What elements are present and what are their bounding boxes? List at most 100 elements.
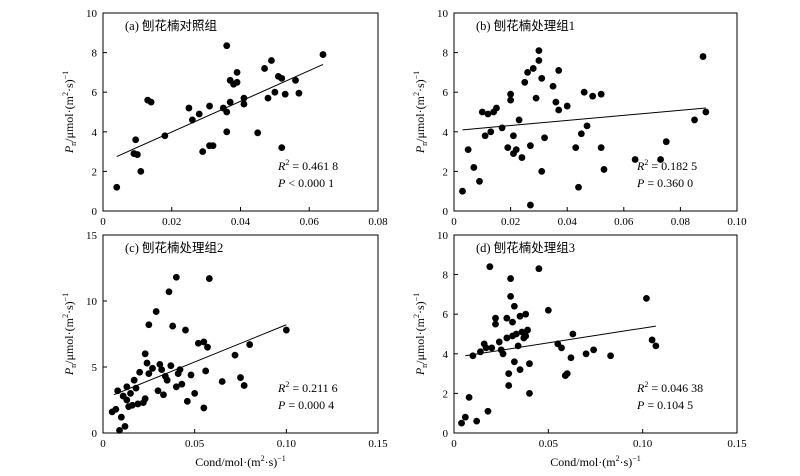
- data-point: [271, 88, 279, 96]
- chart-panel-4: 0 0.05 0.10 0.15 0 2 4 6 8 10 (d) 刨花楠处理组3 R2 = 0.04…: [412, 230, 747, 450]
- data-point: [223, 108, 231, 116]
- data-point: [199, 148, 207, 156]
- data-point: [152, 308, 160, 315]
- x-tick-label: 0.02: [501, 216, 520, 228]
- x-tick-label: 0: [451, 438, 457, 450]
- data-point: [233, 69, 241, 76]
- y-tick-label: 10: [86, 8, 98, 20]
- data-point: [567, 354, 575, 362]
- y-tick-label: 6: [443, 309, 449, 321]
- data-point: [237, 374, 244, 381]
- data-point: [504, 144, 512, 152]
- data-point: [544, 306, 552, 314]
- data-point: [477, 348, 484, 356]
- regression-line: [113, 324, 287, 396]
- data-point: [597, 144, 605, 152]
- data-point: [136, 368, 144, 376]
- x-tick-label: 0.04: [231, 216, 251, 228]
- data-point: [226, 98, 234, 106]
- plot-frame: [453, 234, 738, 434]
- data-point: [499, 350, 507, 358]
- data-point: [535, 47, 543, 55]
- data-point: [264, 94, 272, 102]
- data-point: [512, 330, 520, 338]
- data-point: [231, 351, 239, 359]
- data-point: [191, 390, 199, 397]
- data-point: [167, 362, 175, 370]
- data-point: [459, 187, 466, 195]
- data-point: [182, 326, 189, 334]
- data-point: [127, 390, 134, 397]
- data-point: [555, 106, 563, 114]
- data-point: [464, 146, 472, 154]
- data-point: [145, 321, 153, 329]
- data-point: [582, 350, 590, 358]
- data-point: [473, 417, 481, 425]
- y-axis-title: Pn/μmol·(m2·s)−1: [412, 71, 429, 154]
- data-point: [292, 76, 299, 84]
- data-point: [163, 376, 171, 384]
- data-point: [549, 82, 557, 90]
- data-point: [507, 292, 514, 300]
- data-point: [481, 132, 489, 140]
- data-point: [200, 338, 208, 346]
- y-tick-label: 8: [92, 48, 98, 60]
- y-tick-label: 2: [443, 166, 449, 178]
- data-point: [495, 338, 503, 346]
- data-point: [172, 273, 180, 281]
- data-point: [482, 344, 490, 352]
- data-point: [281, 90, 289, 98]
- data-point: [465, 393, 473, 401]
- data-point: [521, 78, 529, 86]
- data-point: [282, 326, 290, 334]
- data-point: [510, 302, 518, 310]
- data-point: [178, 380, 186, 388]
- x-tick-label: 0: [100, 216, 106, 228]
- data-point: [492, 314, 499, 322]
- data-point: [526, 390, 533, 397]
- data-point: [507, 96, 514, 104]
- data-point: [509, 318, 516, 326]
- data-point: [512, 146, 520, 154]
- data-point: [538, 74, 546, 82]
- panel-title: (d) 刨花楠处理组3: [476, 240, 575, 255]
- data-point: [121, 423, 129, 430]
- data-point: [527, 142, 534, 150]
- data-point: [541, 134, 548, 142]
- data-point: [209, 142, 217, 150]
- y-axis-title: Pn/μmol·(m2·s)−1: [61, 71, 78, 154]
- data-point: [662, 138, 670, 146]
- data-point: [176, 366, 184, 374]
- data-point: [278, 144, 286, 152]
- plot-frame: [453, 12, 738, 212]
- data-point: [278, 74, 286, 82]
- data-point: [165, 288, 173, 296]
- x-tick-label: 0.10: [277, 438, 297, 450]
- data-point: [563, 102, 571, 110]
- data-point: [503, 314, 511, 322]
- data-point: [233, 78, 241, 86]
- data-point: [600, 166, 608, 173]
- data-point: [204, 343, 211, 351]
- data-point: [510, 358, 518, 366]
- plot-frame: [102, 12, 379, 212]
- data-point: [524, 326, 531, 334]
- data-point: [510, 132, 517, 140]
- data-point: [130, 376, 138, 384]
- y-tick-label: 10: [437, 8, 449, 20]
- data-point: [137, 168, 145, 175]
- data-point: [143, 359, 151, 367]
- y-tick-label: 2: [92, 166, 98, 178]
- panel-title: (b) 刨花楠处理组1: [476, 18, 575, 33]
- r-squared-label: R2 = 0.211 6: [277, 380, 338, 395]
- data-point: [484, 110, 492, 118]
- x-tick-label: 0.08: [368, 216, 388, 228]
- data-point: [522, 310, 530, 318]
- data-point: [558, 344, 565, 352]
- data-point: [518, 154, 526, 161]
- data-point: [240, 100, 248, 108]
- y-tick-label: 5: [92, 362, 98, 374]
- y-axis-title: Pn/μmol·(m2·s)−1: [412, 293, 429, 376]
- data-point: [156, 360, 164, 368]
